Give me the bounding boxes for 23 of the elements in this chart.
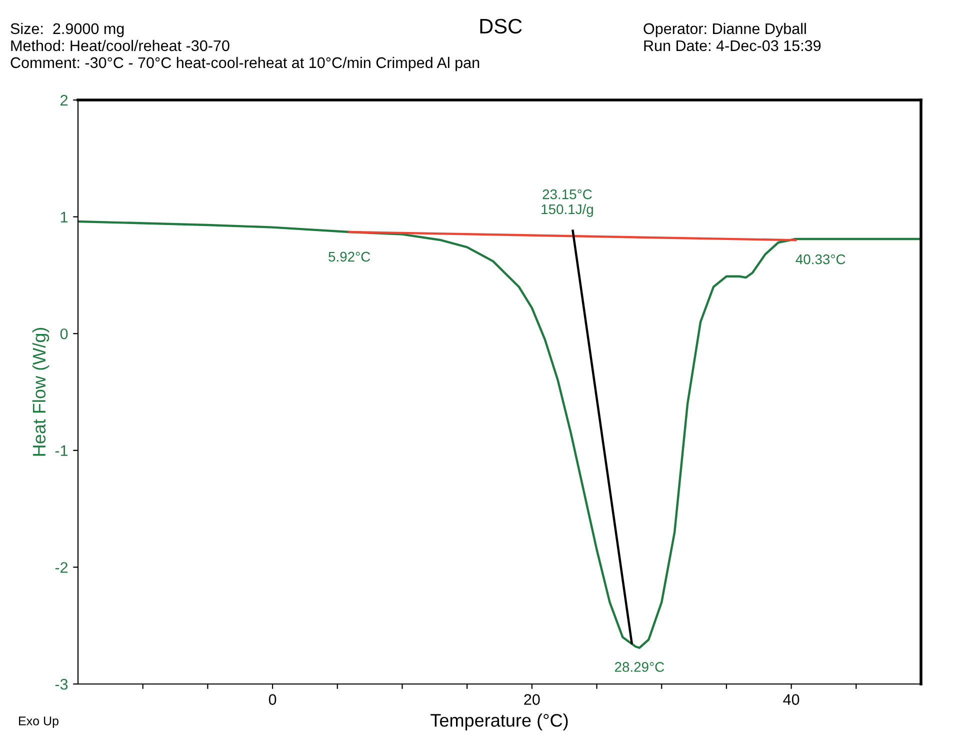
- x-tick-label: 20: [524, 694, 540, 705]
- x-tick-label: 0: [268, 694, 276, 705]
- text: Run Date: 4-Dec-03 15:39: [644, 40, 821, 52]
- chart-title: DSC: [480, 18, 522, 34]
- y-tick-label: -1: [55, 445, 68, 456]
- text: Comment: -30°C - 70°C heat-cool-reheat at 10°C/min Crimped Al pan: [10, 56, 480, 72]
- text: Operator: Dianne Dyball: [644, 22, 806, 38]
- y-tick-label: 1: [60, 212, 68, 222]
- text: Method: Heat/cool/reheat -30-70: [11, 40, 230, 52]
- y-tick-label: 0: [60, 328, 68, 340]
- annotation: 5.92°C: [328, 252, 370, 262]
- text: Exo Up: [19, 716, 58, 728]
- y-axis-title: Heat Flow (W/g): [32, 328, 50, 456]
- text: Size: 2.9000 mg: [10, 22, 124, 38]
- annotation: 40.33°C: [796, 254, 846, 264]
- x-tick-label: 40: [783, 694, 800, 705]
- annotation: 28.29°C: [614, 662, 664, 672]
- y-tick-label: 2: [60, 94, 68, 106]
- line-series: [78, 220, 921, 649]
- y-tick-label: -2: [55, 562, 68, 573]
- annotation: 23.15°C 150.1J/g: [542, 189, 593, 217]
- x-axis-title: Temperature (°C): [430, 714, 568, 730]
- y-tick-label: -3: [55, 678, 68, 690]
